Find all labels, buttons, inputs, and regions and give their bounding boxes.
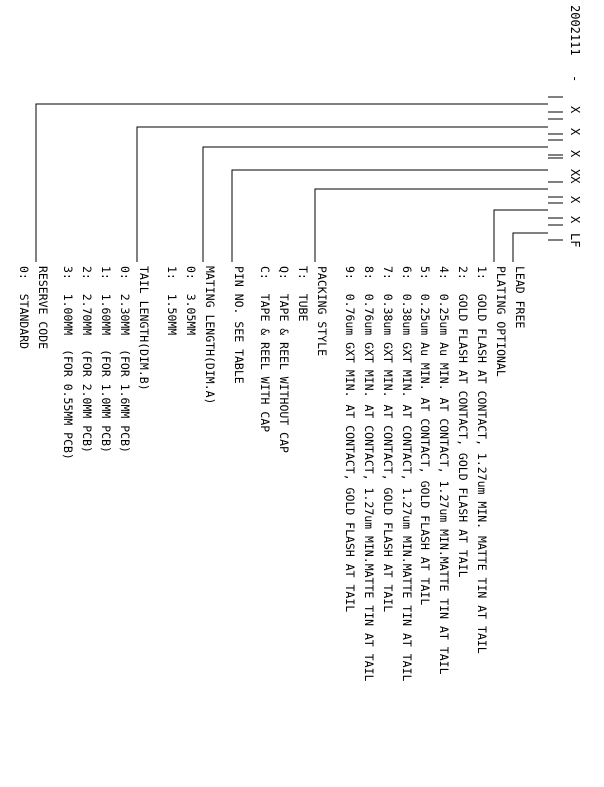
packing-option: Q: TAPE & REEL WITHOUT CAP bbox=[277, 266, 291, 453]
branch-title-packing: PACKING STYLE bbox=[315, 266, 329, 356]
part-number-token-6: X bbox=[568, 216, 582, 224]
branch-reserve: RESERVE CODE 0: STANDARD bbox=[17, 266, 50, 349]
branch-title-tail: TAIL LENGTH(DIM.B) bbox=[137, 266, 151, 391]
branch-title-plating: PLATING OPTIONAL bbox=[494, 266, 508, 377]
leader-pin bbox=[231, 157, 563, 262]
mating-option: 0: 3.05MM bbox=[184, 266, 198, 335]
plating-option: 8: 0.76um GXT MIN. AT CONTACT, 1.27um MI… bbox=[362, 266, 376, 681]
part-number-prefix: 2002111 bbox=[568, 5, 582, 56]
branch-title-lead-free: LEAD FREE bbox=[513, 266, 527, 328]
plating-option: 4: 0.25um Au MIN. AT CONTACT, 1.27um MIN… bbox=[437, 266, 451, 675]
branch-title-pin: PIN NO. SEE TABLE bbox=[232, 266, 246, 384]
reserve-option: 0: STANDARD bbox=[17, 266, 31, 349]
plating-option: 9: 0.76um GXT MIN. AT CONTACT, GOLD FLAS… bbox=[343, 266, 357, 612]
branch-title-reserve: RESERVE CODE bbox=[36, 266, 50, 349]
tail-option: 0: 2.30MM (FOR 1.6MM PCB) bbox=[118, 266, 132, 453]
branch-plating: PLATING OPTIONAL 1: GOLD FLASH AT CONTAC… bbox=[343, 266, 508, 681]
leader-reserve bbox=[35, 96, 563, 262]
part-number-token-2: X bbox=[568, 128, 582, 136]
plating-option: 5: 0.25um Au MIN. AT CONTACT, GOLD FLASH… bbox=[418, 266, 432, 605]
packing-option: C: TAPE & REEL WITH CAP bbox=[258, 266, 272, 432]
branch-tail: TAIL LENGTH(DIM.B) 0: 2.30MM (FOR 1.6MM … bbox=[61, 266, 151, 460]
leader-lead-free bbox=[512, 224, 563, 262]
branch-packing: PACKING STYLE T: TUBE Q: TAPE & REEL WIT… bbox=[258, 266, 329, 453]
part-number-dash: - bbox=[568, 75, 582, 82]
tail-option: 3: 1.00MM (FOR 0.55MM PCB) bbox=[61, 266, 75, 460]
plating-option: 6: 0.38um GXT MIN. AT CONTACT, 1.27um MI… bbox=[400, 266, 414, 681]
leader-mating bbox=[202, 139, 563, 262]
mating-option: 1: 1.50MM bbox=[165, 266, 179, 335]
plating-option: 1: GOLD FLASH AT CONTACT, 1.27um MIN. MA… bbox=[475, 266, 489, 654]
part-number-token-7: LF bbox=[568, 233, 582, 247]
part-number-token-3: X bbox=[568, 150, 582, 158]
branch-pin: PIN NO. SEE TABLE bbox=[232, 266, 246, 384]
leader-plating bbox=[493, 202, 563, 262]
branch-lead-free: LEAD FREE bbox=[513, 266, 527, 328]
leader-lines bbox=[35, 96, 563, 262]
part-number-token-5: X bbox=[568, 196, 582, 204]
branch-mating: MATING LENGTH(DIM.A) 0: 3.05MM 1: 1.50MM bbox=[165, 266, 217, 404]
plating-option: 2: GOLD FLASH AT CONTACT, GOLD FLASH AT … bbox=[456, 266, 470, 578]
branch-title-mating: MATING LENGTH(DIM.A) bbox=[203, 266, 217, 404]
leader-tail bbox=[136, 118, 563, 262]
part-number-token-4: XX bbox=[568, 169, 582, 184]
plating-option: 7: 0.38um GXT MIN. AT CONTACT, GOLD FLAS… bbox=[381, 266, 395, 612]
tail-option: 2: 2.70MM (FOR 2.0MM PCB) bbox=[80, 266, 94, 453]
leader-packing bbox=[314, 181, 563, 262]
tail-option: 1: 1.60MM (FOR 1.0MM PCB) bbox=[99, 266, 113, 453]
packing-option: T: TUBE bbox=[296, 266, 310, 321]
part-number-token-1: X bbox=[568, 106, 582, 114]
